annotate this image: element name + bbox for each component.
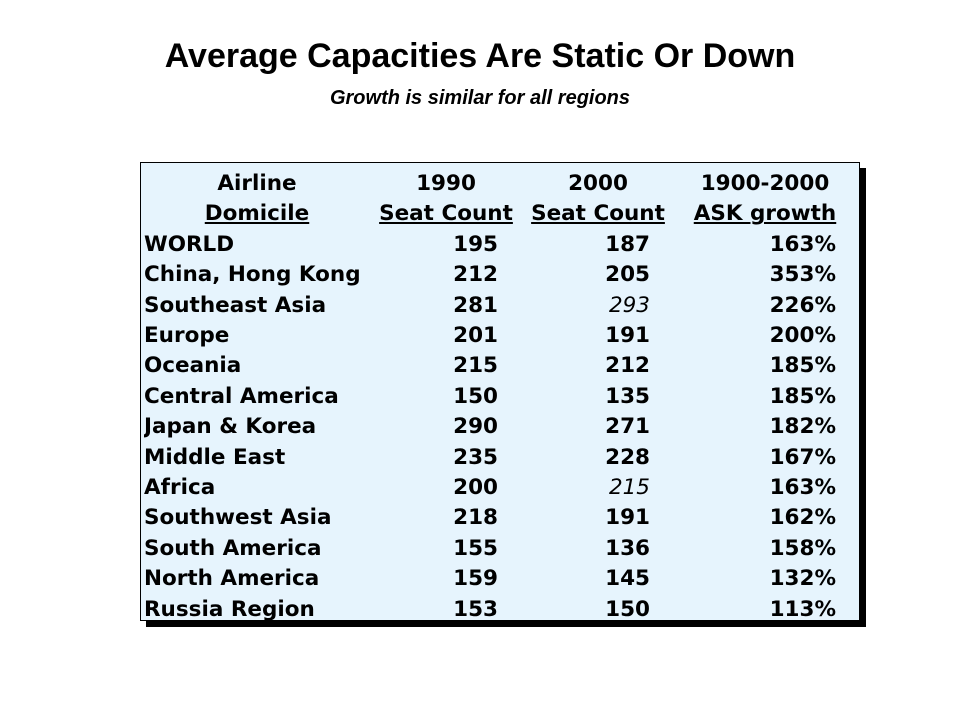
cell-region: Europe bbox=[144, 323, 230, 349]
cell-seats-1990: 235 bbox=[453, 444, 498, 470]
cell-seats-2000: 191 bbox=[605, 323, 650, 349]
cell-region: WORLD bbox=[144, 231, 235, 257]
cell-seats-2000: 191 bbox=[605, 505, 650, 531]
cell-region: Central America bbox=[144, 383, 339, 409]
cell-seats-2000: 187 bbox=[605, 231, 650, 257]
cell-seats-1990: 159 bbox=[453, 566, 498, 592]
cell-seats-1990: 215 bbox=[453, 353, 498, 379]
table-body: Airline 1990 2000 1900-2000 Domicile Sea… bbox=[144, 169, 856, 625]
cell-ask-growth: 185% bbox=[769, 383, 836, 409]
cell-region: North America bbox=[144, 566, 320, 592]
table-row: North America 159 145 132% bbox=[144, 564, 856, 594]
cell-ask-growth: 200% bbox=[769, 323, 836, 349]
cell-ask-growth: 158% bbox=[769, 535, 836, 561]
header-ask-growth: ASK growth bbox=[693, 201, 837, 227]
capacity-table-box: Airline 1990 2000 1900-2000 Domicile Sea… bbox=[140, 162, 860, 622]
cell-seats-2000: 145 bbox=[605, 566, 650, 592]
cell-seats-2000: 212 bbox=[605, 353, 650, 379]
cell-seats-2000: 136 bbox=[605, 535, 650, 561]
cell-region: Southeast Asia bbox=[144, 292, 327, 318]
cell-seats-2000: 228 bbox=[605, 444, 650, 470]
table-row: China, Hong Kong 212 205 353% bbox=[144, 260, 856, 290]
table-row: Southwest Asia 218 191 162% bbox=[144, 503, 856, 533]
cell-region: Middle East bbox=[144, 444, 286, 470]
cell-ask-growth: 132% bbox=[769, 566, 836, 592]
cell-seats-1990: 153 bbox=[453, 596, 498, 622]
cell-seats-1990: 218 bbox=[453, 505, 498, 531]
cell-ask-growth: 167% bbox=[769, 444, 836, 470]
header-1990: 1990 bbox=[416, 171, 476, 196]
cell-seats-1990: 150 bbox=[453, 383, 498, 409]
cell-seats-1990: 201 bbox=[453, 323, 498, 349]
table-row: Japan & Korea 290 271 182% bbox=[144, 412, 856, 442]
header-period: 1900-2000 bbox=[700, 171, 830, 196]
header-row-top: Airline 1990 2000 1900-2000 bbox=[144, 169, 856, 199]
cell-seats-1990: 155 bbox=[453, 535, 498, 561]
cell-region: Japan & Korea bbox=[144, 414, 317, 440]
table-row: Middle East 235 228 167% bbox=[144, 443, 856, 473]
cell-ask-growth: 226% bbox=[769, 292, 836, 318]
cell-ask-growth: 185% bbox=[769, 353, 836, 379]
header-airline: Airline bbox=[217, 171, 297, 196]
cell-seats-1990: 212 bbox=[453, 262, 498, 288]
cell-seats-2000: 271 bbox=[605, 414, 650, 440]
cell-seats-1990: 195 bbox=[453, 231, 498, 257]
cell-seats-1990: 200 bbox=[453, 475, 498, 501]
cell-seats-2000: 205 bbox=[605, 262, 650, 288]
table-row: Africa 200 215 163% bbox=[144, 473, 856, 503]
table-row: Southeast Asia 281 293 226% bbox=[144, 291, 856, 321]
header-domicile: Domicile bbox=[204, 201, 310, 227]
cell-ask-growth: 113% bbox=[769, 596, 836, 622]
cell-seats-2000: 293 bbox=[608, 292, 650, 318]
header-row-bottom: Domicile Seat Count Seat Count ASK growt… bbox=[144, 199, 856, 229]
cell-ask-growth: 162% bbox=[769, 505, 836, 531]
table-row: WORLD 195 187 163% bbox=[144, 230, 856, 260]
cell-seats-1990: 290 bbox=[453, 414, 498, 440]
table-row: Central America 150 135 185% bbox=[144, 382, 856, 412]
header-seat-count-2000: Seat Count bbox=[531, 201, 665, 227]
table-row: South America 155 136 158% bbox=[144, 534, 856, 564]
table-row: Europe 201 191 200% bbox=[144, 321, 856, 351]
slide-subtitle: Growth is similar for all regions bbox=[329, 87, 631, 109]
cell-seats-2000: 150 bbox=[605, 596, 650, 622]
cell-ask-growth: 182% bbox=[769, 414, 836, 440]
cell-region: South America bbox=[144, 535, 322, 561]
table-row: Russia Region 153 150 113% bbox=[144, 595, 856, 625]
header-seat-count-1990: Seat Count bbox=[379, 201, 513, 227]
cell-region: Southwest Asia bbox=[144, 505, 332, 531]
cell-region: Russia Region bbox=[144, 596, 315, 622]
cell-region: Africa bbox=[144, 475, 216, 501]
cell-ask-growth: 163% bbox=[769, 475, 836, 501]
header-2000: 2000 bbox=[568, 171, 628, 196]
cell-region: Oceania bbox=[144, 353, 242, 379]
cell-seats-1990: 281 bbox=[453, 292, 498, 318]
cell-ask-growth: 353% bbox=[769, 262, 836, 288]
cell-region: China, Hong Kong bbox=[144, 262, 361, 288]
capacity-table: Airline 1990 2000 1900-2000 Domicile Sea… bbox=[144, 169, 856, 625]
table-row: Oceania 215 212 185% bbox=[144, 351, 856, 381]
cell-seats-2000: 135 bbox=[605, 383, 650, 409]
slide-title: Average Capacities Are Static Or Down bbox=[164, 37, 796, 75]
cell-seats-2000: 215 bbox=[608, 475, 650, 501]
cell-ask-growth: 163% bbox=[769, 231, 836, 257]
